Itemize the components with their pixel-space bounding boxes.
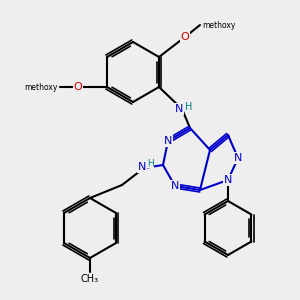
Text: CH₃: CH₃ xyxy=(81,274,99,284)
Text: O: O xyxy=(181,32,189,42)
Text: H: H xyxy=(147,158,153,167)
Text: methoxy: methoxy xyxy=(25,82,58,91)
Text: O: O xyxy=(74,82,82,92)
Text: methoxy: methoxy xyxy=(202,20,236,29)
Text: N: N xyxy=(224,175,232,185)
Text: N: N xyxy=(234,153,242,163)
Text: N: N xyxy=(138,162,146,172)
Text: N: N xyxy=(175,104,183,114)
Text: N: N xyxy=(171,181,179,191)
Text: H: H xyxy=(185,102,193,112)
Text: N: N xyxy=(164,136,172,146)
